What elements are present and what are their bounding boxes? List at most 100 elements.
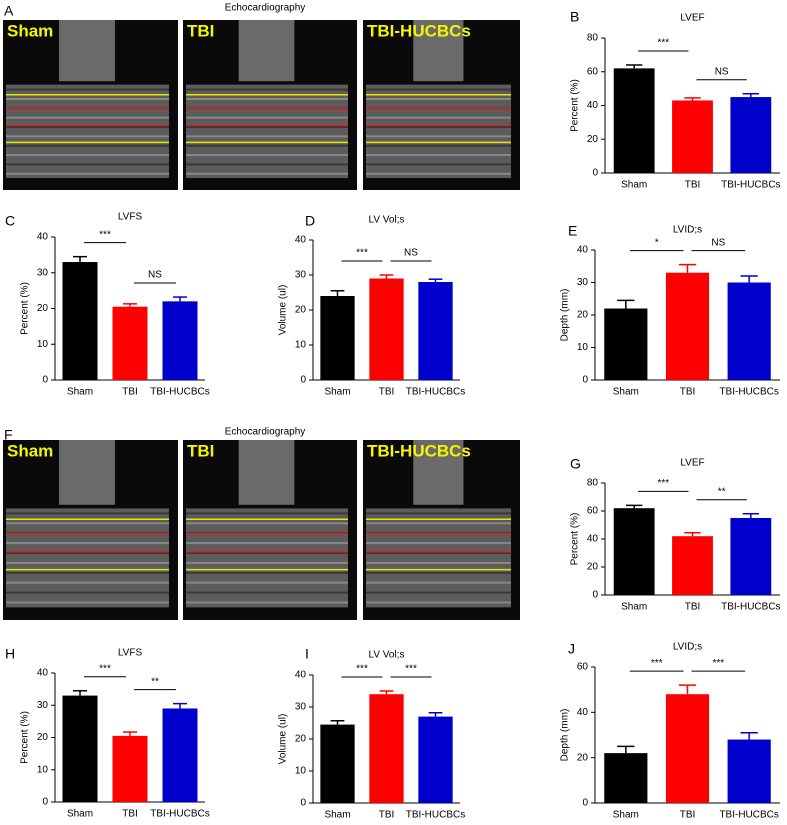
panel-letter: D	[305, 213, 315, 229]
bar	[369, 278, 404, 380]
image-label: TBI-HUCBCs	[367, 21, 471, 40]
bar	[613, 508, 655, 595]
x-tick-label: TBI	[685, 180, 701, 191]
bar	[672, 536, 713, 595]
y-tick-label: 40	[295, 670, 307, 681]
significance-label: NS	[711, 237, 725, 248]
x-tick-label: TBI	[379, 810, 395, 821]
x-tick-label: Sham	[67, 387, 93, 398]
mmode-band	[6, 581, 169, 584]
mmode-band	[366, 135, 511, 138]
y-axis-label: Percent (%)	[570, 79, 581, 132]
bar	[369, 694, 404, 803]
bar	[112, 306, 148, 380]
mmode-band	[366, 512, 511, 515]
significance-label: ***	[657, 38, 669, 49]
x-tick-label: TBI-HUCBCs	[719, 810, 778, 821]
y-tick-label: 40	[37, 232, 49, 243]
mmode-band	[6, 116, 169, 119]
mmode-band	[186, 601, 348, 604]
bar	[604, 308, 648, 380]
mmode-band	[186, 144, 348, 147]
mmode-band	[366, 581, 511, 584]
mmode-band	[366, 126, 511, 128]
bar	[672, 100, 713, 173]
bar	[665, 694, 710, 803]
mmode-band	[366, 163, 511, 166]
echo-sector	[59, 20, 115, 82]
bar	[727, 739, 771, 803]
y-tick-label: 0	[582, 798, 588, 809]
mmode-band	[6, 522, 169, 525]
mmode-band	[6, 144, 169, 147]
mmode-band	[186, 97, 348, 100]
panel-letter: G	[570, 456, 581, 472]
mmode-band	[186, 522, 348, 525]
y-tick-label: 30	[577, 277, 589, 288]
y-tick-label: 30	[295, 702, 307, 713]
y-tick-label: 40	[295, 235, 307, 246]
x-tick-label: TBI-HUCBCs	[150, 387, 209, 398]
y-tick-label: 20	[37, 732, 49, 743]
y-tick-label: 20	[37, 303, 49, 314]
mmode-band	[6, 542, 169, 545]
panel-letter: B	[570, 9, 579, 25]
bar	[665, 272, 710, 380]
echo-sector	[238, 20, 295, 82]
panel-letter: J	[568, 641, 575, 657]
x-tick-label: TBI	[680, 810, 696, 821]
mmode-trace	[186, 84, 348, 179]
y-axis-label: Percent (%)	[20, 282, 31, 335]
significance-label: ***	[99, 229, 111, 240]
y-axis-label: Depth (mm)	[560, 289, 571, 342]
y-tick-label: 40	[577, 245, 589, 256]
chart-title: LVFS	[118, 212, 143, 223]
mmode-trace	[6, 508, 169, 608]
chart-title: LVID;s	[673, 642, 702, 653]
mmode-band	[186, 126, 348, 128]
mmode-band	[6, 172, 169, 175]
y-tick-label: 10	[37, 339, 49, 350]
echo-sector	[238, 440, 295, 505]
y-tick-label: 20	[295, 305, 307, 316]
mmode-band	[366, 542, 511, 545]
bar	[62, 262, 98, 380]
y-tick-label: 0	[582, 375, 588, 386]
panel-title: Echocardiography	[225, 3, 306, 14]
image-label: Sham	[7, 441, 53, 460]
y-tick-label: 40	[37, 668, 49, 679]
bar	[320, 724, 355, 803]
image-label: TBI	[187, 21, 214, 40]
mmode-band	[6, 561, 169, 564]
significance-label: ***	[99, 663, 111, 674]
mmode-band	[6, 163, 169, 166]
y-tick-label: 10	[37, 764, 49, 775]
y-tick-label: 20	[577, 752, 589, 763]
x-tick-label: TBI-HUCBCs	[150, 809, 209, 820]
mmode-band	[186, 581, 348, 584]
y-tick-label: 20	[577, 310, 589, 321]
bar	[418, 282, 453, 380]
mmode-band	[186, 591, 348, 594]
mmode-band	[186, 116, 348, 119]
mmode-band	[6, 552, 169, 554]
mmode-band	[366, 601, 511, 604]
bar	[604, 753, 648, 803]
mmode-band	[186, 512, 348, 515]
x-tick-label: TBI-HUCBCs	[406, 810, 465, 821]
bar	[320, 296, 355, 380]
significance-label: ***	[405, 664, 417, 675]
panel-letter: F	[4, 427, 13, 443]
y-tick-label: 0	[592, 590, 598, 601]
significance-label: NS	[715, 66, 729, 77]
mmode-band	[6, 154, 169, 157]
x-tick-label: Sham	[613, 810, 639, 821]
y-tick-label: 10	[577, 342, 589, 353]
y-tick-label: 60	[577, 662, 589, 673]
mmode-trace	[366, 84, 511, 179]
echo-sector	[413, 20, 464, 82]
mmode-band	[366, 88, 511, 91]
significance-label: **	[718, 486, 726, 497]
mmode-band	[6, 126, 169, 128]
